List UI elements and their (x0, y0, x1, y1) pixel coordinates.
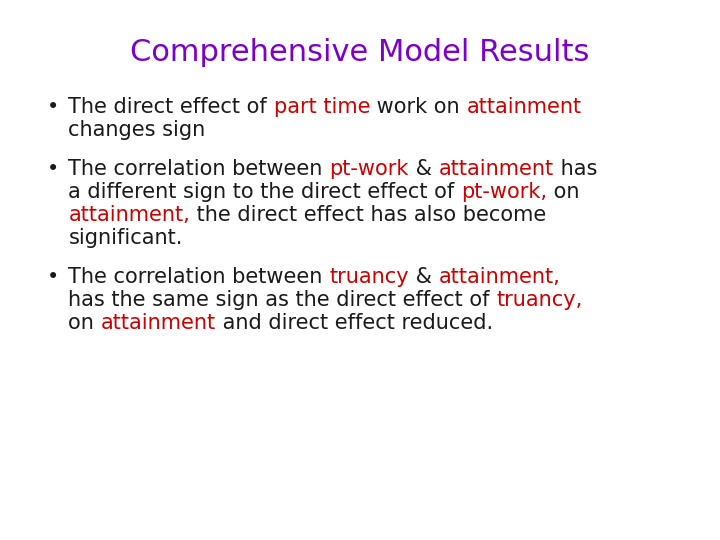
Text: •: • (47, 267, 59, 287)
Text: The direct effect of: The direct effect of (68, 97, 274, 117)
Text: pt-work: pt-work (330, 159, 409, 179)
Text: attainment,: attainment, (438, 267, 560, 287)
Text: changes sign: changes sign (68, 120, 206, 140)
Text: attainment,: attainment, (68, 205, 190, 225)
Text: &: & (409, 159, 438, 179)
Text: part time: part time (274, 97, 370, 117)
Text: truancy: truancy (330, 267, 409, 287)
Text: Comprehensive Model Results: Comprehensive Model Results (130, 38, 590, 67)
Text: on: on (547, 183, 580, 202)
Text: pt-work,: pt-work, (462, 183, 547, 202)
Text: attainment: attainment (101, 313, 216, 333)
Text: and direct effect reduced.: and direct effect reduced. (216, 313, 493, 333)
Text: attainment: attainment (438, 159, 554, 179)
Text: •: • (47, 159, 59, 179)
Text: the direct effect has also become: the direct effect has also become (190, 205, 546, 225)
Text: significant.: significant. (68, 228, 183, 248)
Text: work on: work on (370, 97, 467, 117)
Text: The correlation between: The correlation between (68, 159, 329, 179)
Text: on: on (68, 313, 101, 333)
Text: attainment: attainment (467, 97, 582, 117)
Text: a different sign to the direct effect of: a different sign to the direct effect of (68, 183, 462, 202)
Text: •: • (47, 97, 59, 117)
Text: has the same sign as the direct effect of: has the same sign as the direct effect o… (68, 291, 497, 310)
Text: &: & (409, 267, 438, 287)
Text: The correlation between: The correlation between (68, 267, 329, 287)
Text: has: has (554, 159, 597, 179)
Text: truancy,: truancy, (497, 291, 582, 310)
